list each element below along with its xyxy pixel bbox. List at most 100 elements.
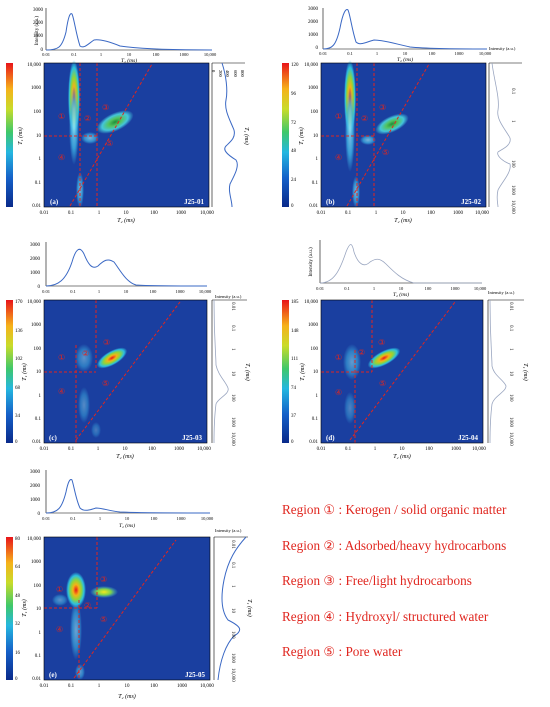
region-mark: ④ [58, 153, 65, 162]
axis-label: T₁ (ms) [21, 599, 28, 617]
tick-label: 3000 [308, 7, 319, 12]
region-mark: ⑤ [379, 379, 386, 388]
tick-label: 0.1 [68, 211, 75, 216]
tick-label: 10,000 [230, 432, 235, 446]
tick-label: 1000 [174, 447, 185, 452]
tick-label: 0.1 [510, 88, 515, 95]
axis-label: Intensity (a.u.) [489, 46, 516, 51]
tick-label: 1 [99, 516, 101, 521]
tick-label: 0.01 [317, 447, 326, 452]
tick-label: 0.01 [40, 684, 49, 689]
tick-label: 120 [291, 63, 299, 68]
sample-name: J25-02 [461, 198, 481, 206]
tick-label: 10 [313, 370, 319, 375]
legend-item-region-3: Region ③ : Free/light hydrocarbons [282, 573, 472, 588]
tick-label: 136 [15, 329, 23, 334]
tick-label: 1 [98, 289, 100, 294]
tick-label: 1000 [308, 86, 319, 91]
tick-label: 10,000 [304, 300, 318, 305]
tick-label: 48 [291, 149, 297, 154]
tick-label: 0.1 [344, 286, 350, 291]
t2-axis-d: 0.01 0.1 1 10 100 1000 10,000 T₂ (ms) [317, 447, 487, 460]
tick-label: 1000 [455, 51, 465, 56]
tick-label: 1000 [230, 417, 235, 428]
tick-label: 1 [316, 157, 319, 162]
t2-axis-b: 0.01 0.1 1 10 100 1000 10,000 T₂ (ms) [317, 211, 490, 224]
tick-label: 96 [291, 92, 297, 97]
tick-label: 0.01 [317, 211, 326, 216]
tick-label: 10 [313, 134, 319, 139]
axis-label: T₁ (ms) [21, 363, 28, 381]
colorbar-d: 185 148 111 74 37 0 [282, 300, 299, 445]
tick-label: 0.01 [230, 302, 235, 311]
tick-label: 1000 [31, 323, 42, 328]
tick-label: 32 [15, 622, 21, 627]
tick-label: 10,000 [27, 537, 41, 542]
heatmap-e: ① ② ③ ④ ⑤ (e) J25-05 [43, 536, 211, 681]
tick-label: 1000 [30, 271, 41, 276]
tick-label: 1000 [451, 447, 462, 452]
tick-label: 3000 [30, 243, 41, 248]
tick-label: 0.01 [42, 516, 50, 521]
tick-label: 100 [429, 51, 437, 56]
region-mark: ⑤ [102, 379, 109, 388]
tick-label: 1 [510, 120, 515, 123]
tick-label: 100 [150, 211, 158, 216]
region-mark: ③ [378, 338, 385, 347]
spectrum-curve [45, 479, 211, 514]
diagonal-line [73, 539, 177, 679]
region-mark: ② [84, 114, 91, 123]
tick-label: 10,000 [204, 52, 217, 58]
tick-label: 0 [15, 440, 18, 445]
axis-label: T₂ (ms) [397, 56, 413, 63]
t2-axis-a: 0.01 0.1 1 10 100 1000 10,000 T₂ (ms) [40, 211, 215, 224]
region-mark: ③ [102, 103, 109, 112]
region-mark: ① [58, 353, 65, 362]
tick-label: 0 [211, 70, 216, 73]
tick-label: 34 [15, 414, 21, 419]
heatmap-b: ① ② ③ ④ ⑤ (b) J25-02 [320, 60, 487, 208]
spectrum-curve [213, 299, 229, 444]
tick-label: 0.01 [319, 51, 327, 56]
tick-label: 1000 [508, 417, 513, 428]
tick-label: 0 [41, 48, 44, 53]
top-spectrum-a: Intensity (a.u.) 0 1000 2000 3000 0.01 0… [33, 8, 217, 64]
side-spectrum-d: Intensity (a.u.) 0.01 0.1 1 10 100 1000 … [487, 290, 529, 446]
intensity-axis-label: Intensity (a.u.) [35, 16, 40, 46]
tick-label: 10 [124, 289, 129, 294]
tick-label: 185 [291, 300, 299, 305]
tick-label: 1000 [31, 560, 42, 565]
legend-item-region-2: Region ② : Adsorbed/heavy hydrocarbons [282, 537, 507, 553]
tick-label: 10,000 [474, 286, 487, 292]
tick-label: 10 [36, 607, 42, 612]
tick-label: 1 [375, 211, 378, 216]
tick-label: 10 [399, 286, 404, 291]
tick-label: 148 [291, 329, 299, 334]
tick-label: 0.1 [508, 325, 513, 332]
tick-label: 1 [230, 348, 235, 351]
spectrum-curve [319, 244, 482, 284]
tick-label: 1000 [176, 289, 186, 294]
panel-letter: (d) [326, 434, 335, 442]
tick-label: 10,000 [304, 63, 318, 68]
spectrum-curve [45, 13, 213, 51]
panel-a: Intensity (a.u.) 0 1000 2000 3000 0.01 0… [6, 8, 250, 224]
t1-axis-e: 10,000 1000 100 10 1 0.1 0.01 T₁ (ms) [21, 537, 42, 682]
tick-label: 1 [230, 585, 235, 588]
tick-label: 0 [15, 677, 18, 682]
axis-label: Intensity (a.u.) [215, 528, 242, 533]
tick-label: 1 [39, 394, 42, 399]
tick-label: 100 [150, 684, 158, 689]
sample-name: J25-03 [182, 434, 202, 442]
t1-axis-d: 10,000 1000 100 10 1 0.1 0.01 T₁ (ms) [299, 300, 319, 445]
colorbar-b: 120 96 72 48 24 0 [282, 63, 299, 209]
tick-label: 0.1 [35, 417, 42, 422]
tick-label: 1000 [451, 286, 461, 291]
panel-letter: (e) [49, 671, 57, 679]
tick-label: 37 [291, 414, 297, 419]
spectrum-curve [45, 248, 208, 287]
axis-label: T₂ (ms) [119, 522, 135, 529]
tick-label: 0.01 [32, 204, 41, 209]
spectrum-curve [221, 62, 238, 208]
